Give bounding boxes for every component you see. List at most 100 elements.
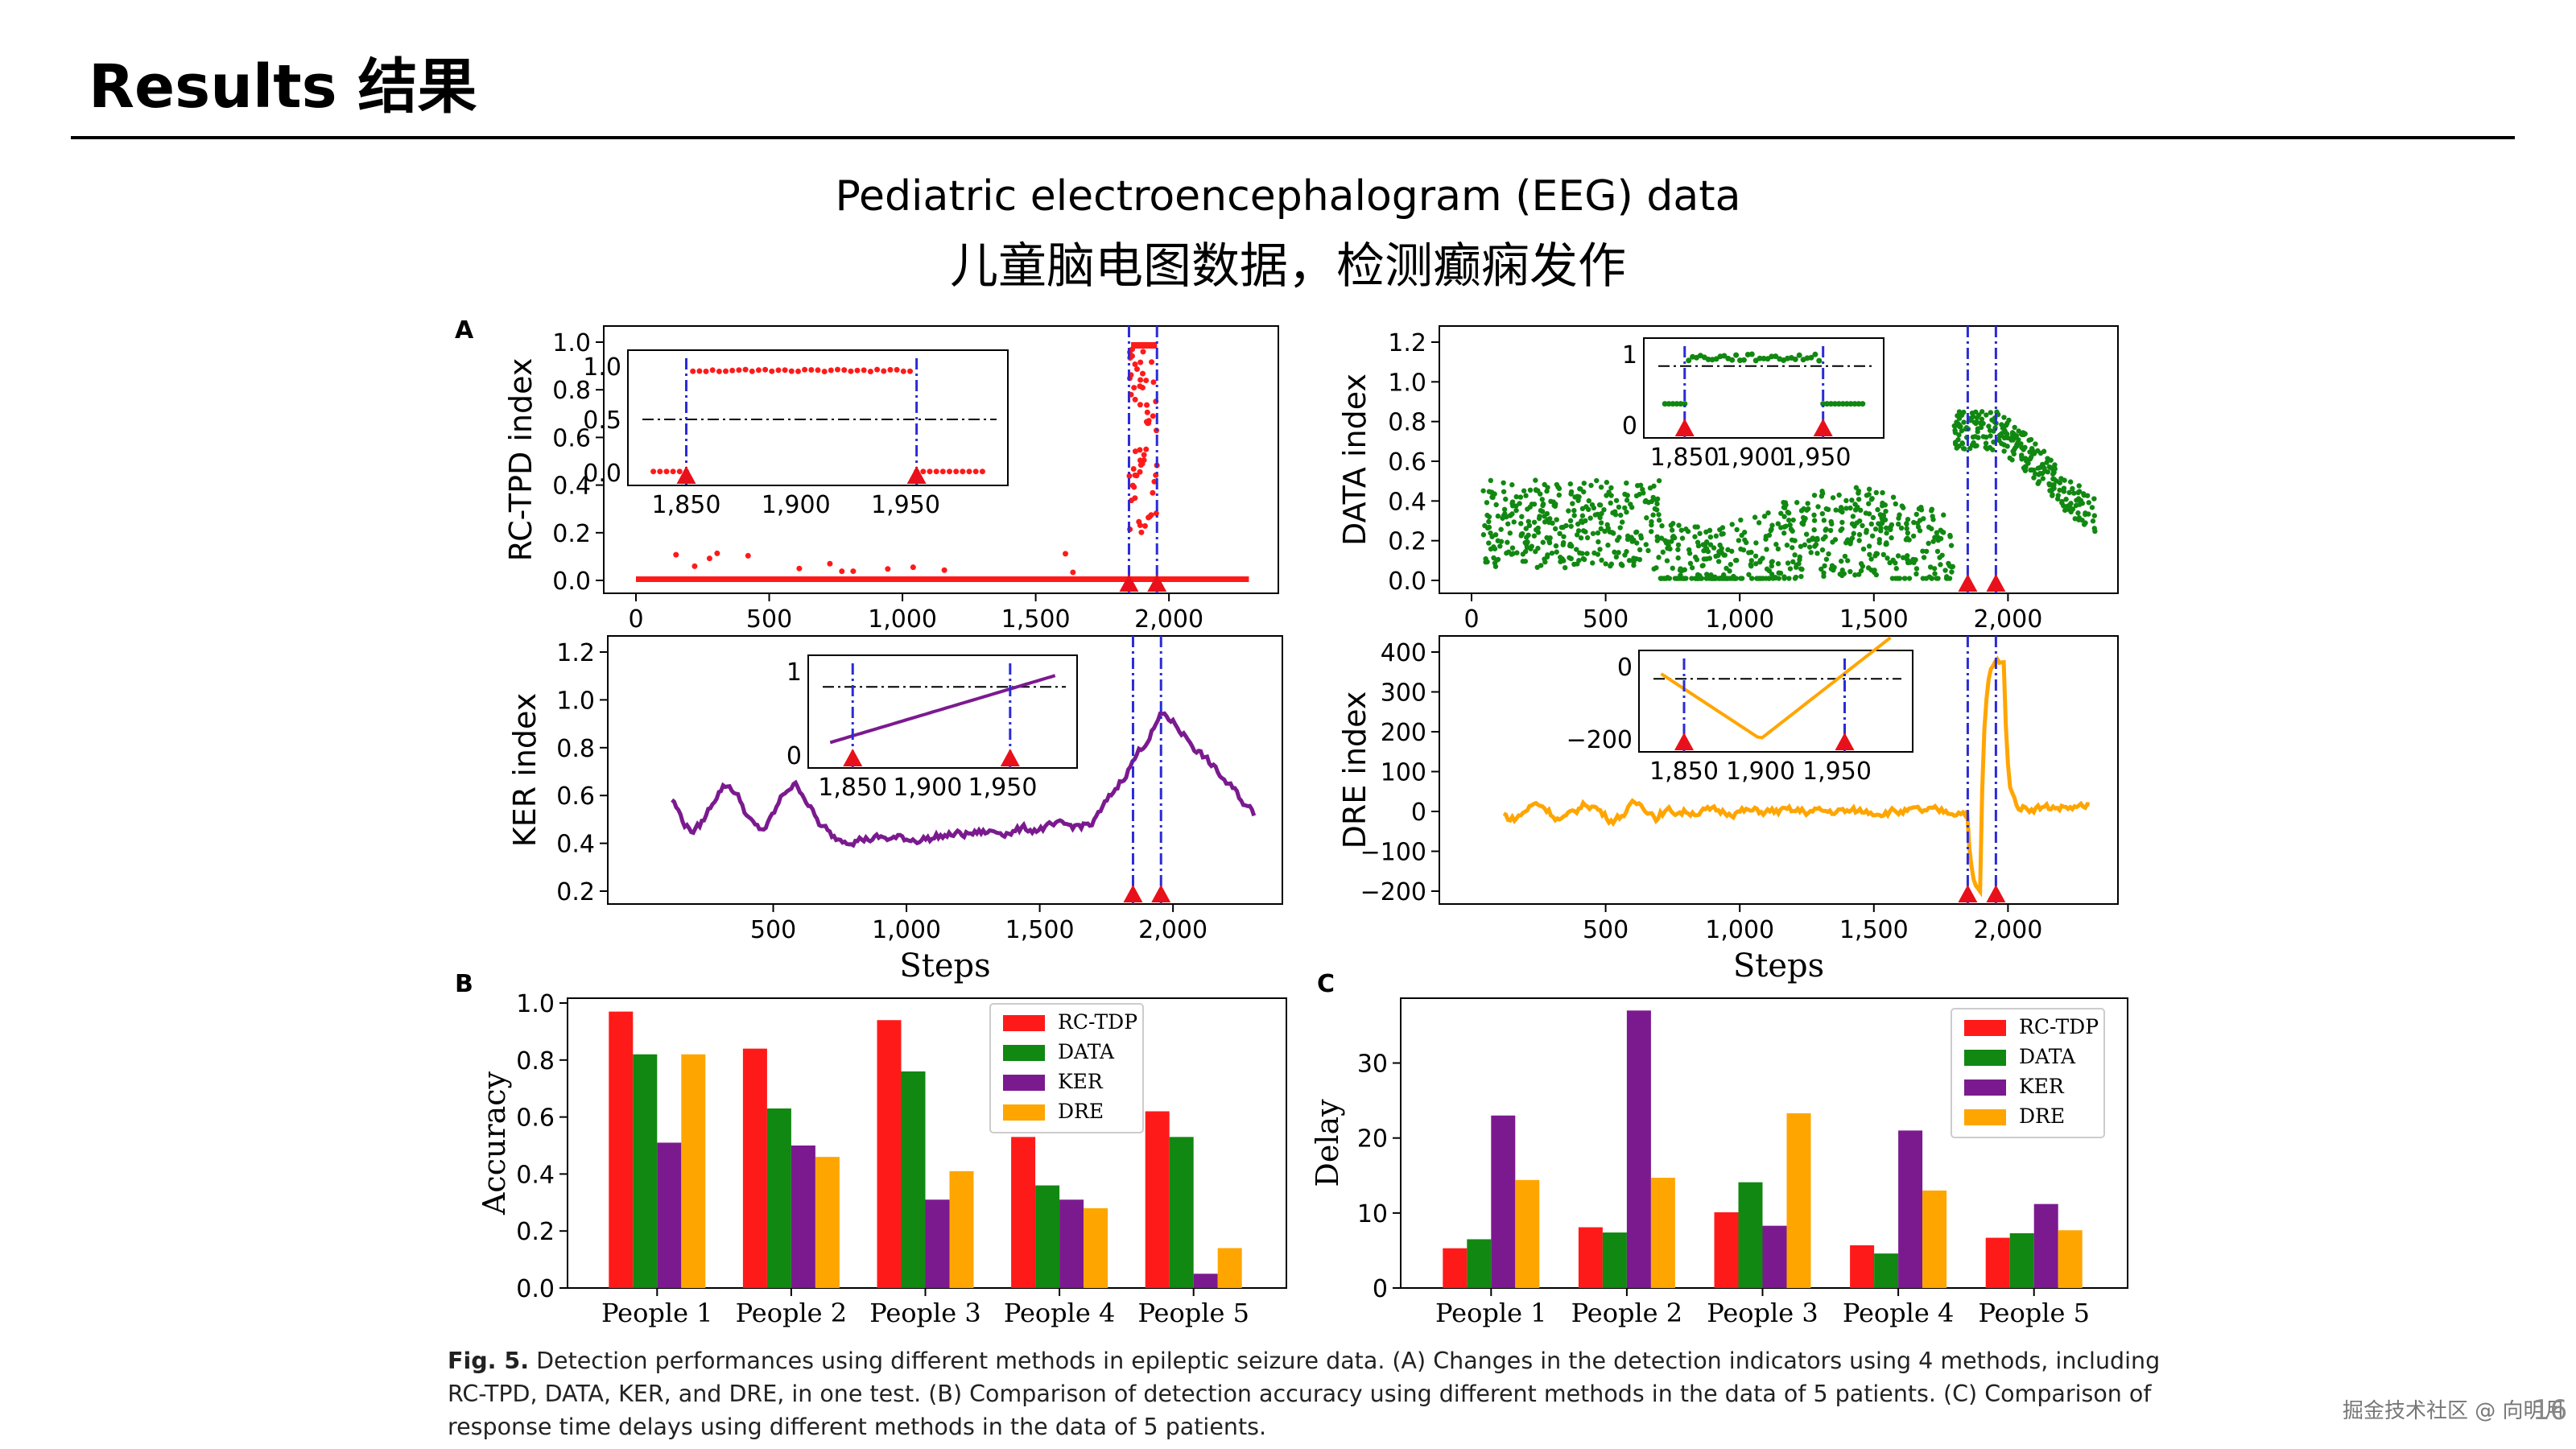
inset-data-point [1796,352,1802,358]
data-point [1898,525,1905,531]
data-point [1546,519,1552,526]
inset-x-tick-label: 1,900 [1726,758,1795,786]
data-point [1602,528,1608,535]
data-point [1653,507,1660,513]
data-point [2059,500,2065,506]
data-point [1883,541,1889,547]
data-point [1842,553,1848,559]
data-point [2081,522,2087,527]
data-point [1644,515,1649,521]
data-point [1860,546,1867,552]
data-point [1687,560,1694,567]
data-point [1574,547,1579,552]
data-point [1932,571,1938,576]
legend: RC-TDP DATA KER DRE [1951,1008,2105,1138]
inset-y-tick-label: 1.0 [583,353,621,382]
data-point [1518,521,1524,526]
data-point [1866,486,1872,492]
x-tick-label: 1,500 [1005,916,1075,944]
data-point [2077,502,2083,507]
inset-data-point [1792,356,1798,362]
inset-data-point [841,367,848,374]
data-point [1558,524,1565,530]
inset-data-point [1678,401,1684,407]
inset-data-point [1839,401,1846,407]
data-point [1768,527,1773,534]
data-point [1727,568,1732,574]
data-point [2037,470,2043,477]
data-point [1948,543,1955,548]
data-point [1972,434,1978,440]
data-point [1895,521,1901,527]
data-point [1679,535,1686,541]
bar-accuracy [633,1054,658,1288]
inset-data-point [775,367,782,374]
data-point [1594,477,1600,484]
data-point [1781,530,1787,536]
data-point [1537,514,1542,519]
data-point [1756,520,1762,526]
y-tick-label: 0.4 [552,473,591,501]
inset-data-point [939,469,946,475]
data-point [1571,561,1577,568]
data-point [1581,481,1587,486]
data-point [1990,447,1996,452]
data-point [1704,574,1711,580]
legend-label: RC-TDP [1058,1010,1137,1034]
data-point [1598,526,1604,532]
data-point [1949,569,1955,575]
data-point [1559,555,1565,562]
y-tick-label: 1.0 [556,687,595,715]
data-point [1137,359,1144,365]
data-point [827,560,833,567]
data-point [1946,563,1953,569]
data-point [1070,569,1076,576]
data-point [1790,545,1795,551]
inset-data-point [920,469,927,475]
data-point [1489,494,1495,500]
y-tick-label: 100 [1381,759,1426,787]
data-point [1546,538,1552,544]
data-point [1554,549,1559,555]
inset-y-tick-label: 0.5 [583,407,621,435]
data-point [2061,489,2067,494]
data-point [1790,528,1795,534]
data-point [1831,564,1837,571]
bar-delay [1515,1179,1540,1288]
data-point [1501,480,1506,485]
data-point [1884,530,1889,536]
data-point [1509,482,1515,488]
bar-accuracy [1145,1111,1170,1288]
data-point [1854,520,1860,526]
data-point [1806,538,1812,543]
data-point [1980,434,1987,440]
data-point [1149,359,1155,365]
data-point [1983,440,1989,446]
data-point [1631,537,1637,543]
category-label: People 2 [1571,1298,1682,1328]
data-point [1786,576,1792,581]
bar-accuracy [1169,1137,1194,1288]
data-point [1604,480,1610,485]
data-point [1707,542,1714,547]
data-point [1150,379,1157,386]
inset-data-point [828,367,834,374]
data-point [1832,537,1839,543]
data-point [1683,526,1689,532]
data-point [1837,572,1843,577]
data-point [1748,558,1755,564]
data-point [1869,533,1876,539]
data-point [1811,526,1817,533]
data-point [1510,551,1516,556]
y-tick-label: 1.2 [556,639,595,667]
data-point [1916,506,1922,512]
title-divider [71,136,2515,139]
data-point [1954,445,1959,451]
panel-label-a: A [455,316,474,345]
inset-dre: 1,850 1,900 1,950 −200 0 [1567,636,1913,786]
data-point [1501,506,1508,513]
high-band [1131,342,1158,349]
data-point [1505,539,1510,545]
data-point [1545,552,1550,558]
